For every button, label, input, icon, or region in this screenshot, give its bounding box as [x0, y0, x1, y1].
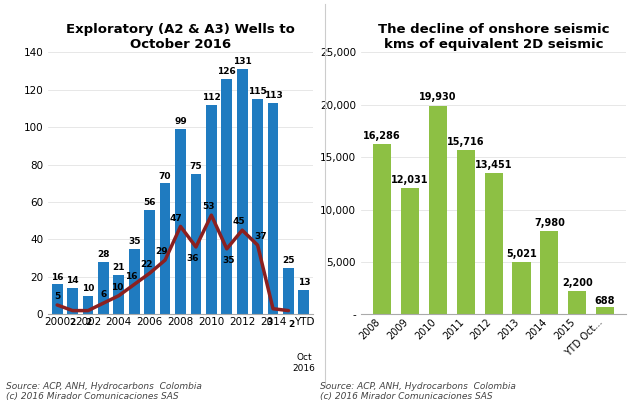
- Text: 12,031: 12,031: [391, 175, 429, 185]
- Text: Source: ACP, ANH, Hydrocarbons  Colombia
(c) 2016 Mirador Comunicaciones SAS: Source: ACP, ANH, Hydrocarbons Colombia …: [320, 382, 516, 401]
- Bar: [82, 296, 93, 314]
- Text: 75: 75: [190, 162, 203, 171]
- Bar: [114, 275, 124, 314]
- Text: 36: 36: [187, 254, 199, 264]
- Title: Exploratory (A2 & A3) Wells to
October 2016: Exploratory (A2 & A3) Wells to October 2…: [66, 23, 295, 51]
- Text: 2: 2: [85, 318, 91, 327]
- Bar: [429, 106, 447, 314]
- Text: 16,286: 16,286: [364, 131, 401, 141]
- Bar: [221, 79, 232, 314]
- Bar: [206, 105, 217, 314]
- Text: 688: 688: [595, 295, 615, 305]
- Bar: [401, 188, 419, 314]
- Bar: [298, 290, 309, 314]
- Bar: [144, 210, 155, 314]
- Text: 115: 115: [248, 87, 267, 96]
- Text: 112: 112: [202, 93, 220, 102]
- Text: 5: 5: [54, 292, 60, 301]
- Text: Oct
2016: Oct 2016: [293, 353, 315, 373]
- Text: 16: 16: [125, 272, 137, 280]
- Bar: [237, 69, 247, 314]
- Text: 126: 126: [217, 67, 236, 76]
- Bar: [373, 144, 391, 314]
- Bar: [484, 173, 503, 314]
- Text: 7,980: 7,980: [534, 218, 565, 228]
- Text: 19,930: 19,930: [419, 92, 457, 102]
- Text: 99: 99: [174, 117, 187, 126]
- Text: 29: 29: [156, 247, 168, 256]
- Text: 16: 16: [51, 272, 63, 282]
- Text: 2,200: 2,200: [562, 278, 592, 288]
- Text: 13,451: 13,451: [475, 160, 512, 170]
- Text: 22: 22: [141, 260, 153, 270]
- Bar: [160, 183, 171, 314]
- Text: 28: 28: [97, 250, 110, 259]
- Text: 2: 2: [288, 320, 295, 329]
- Text: 14: 14: [66, 276, 79, 285]
- Bar: [52, 285, 63, 314]
- Text: 47: 47: [169, 214, 182, 222]
- Bar: [596, 307, 614, 314]
- Bar: [268, 103, 279, 314]
- Bar: [129, 249, 140, 314]
- Bar: [512, 262, 530, 314]
- Bar: [175, 129, 186, 314]
- Text: 21: 21: [112, 263, 125, 272]
- Text: 3: 3: [267, 318, 273, 327]
- Text: 35: 35: [222, 256, 235, 265]
- Text: 6: 6: [100, 291, 107, 299]
- Text: 13: 13: [298, 278, 310, 287]
- Bar: [190, 174, 201, 314]
- Text: 2: 2: [70, 318, 75, 327]
- Bar: [283, 268, 294, 314]
- Text: 10: 10: [111, 283, 123, 292]
- Text: 35: 35: [128, 237, 141, 246]
- Bar: [457, 150, 475, 314]
- Text: 15,716: 15,716: [447, 137, 484, 147]
- Text: 45: 45: [233, 217, 245, 226]
- Bar: [541, 231, 558, 314]
- Bar: [98, 262, 109, 314]
- Bar: [252, 99, 263, 314]
- Text: 10: 10: [82, 284, 94, 293]
- Text: 56: 56: [143, 198, 156, 207]
- Bar: [67, 288, 78, 314]
- Bar: [568, 291, 587, 314]
- Text: 37: 37: [254, 233, 267, 241]
- Text: 5,021: 5,021: [506, 249, 537, 259]
- Text: 131: 131: [233, 57, 252, 66]
- Text: 53: 53: [202, 202, 215, 212]
- Text: Source: ACP, ANH, Hydrocarbons  Colombia
(c) 2016 Mirador Comunicaciones SAS: Source: ACP, ANH, Hydrocarbons Colombia …: [6, 382, 203, 401]
- Text: 70: 70: [159, 172, 171, 181]
- Text: 25: 25: [282, 256, 295, 265]
- Text: 113: 113: [264, 91, 282, 100]
- Title: The decline of onshore seismic
kms of equivalent 2D seismic: The decline of onshore seismic kms of eq…: [378, 23, 610, 51]
